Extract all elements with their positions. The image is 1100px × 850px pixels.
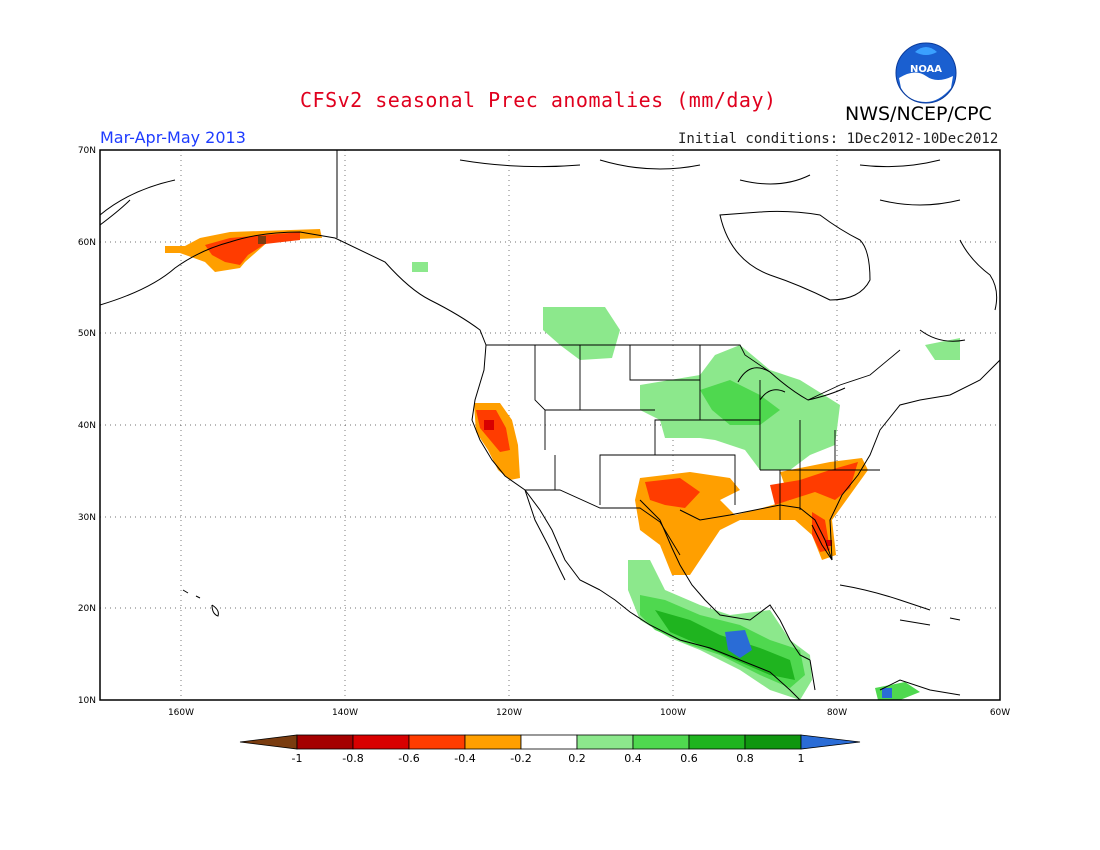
anomaly-patch — [258, 236, 266, 244]
anomaly-patch — [770, 462, 858, 505]
anomaly-patch — [925, 338, 960, 360]
colorbar-bin — [744, 734, 802, 750]
anomaly-patch — [645, 478, 700, 508]
colorbar-lt-neg1 — [239, 734, 298, 750]
colorbar-label: 0.2 — [568, 752, 586, 765]
lat-label: 60N — [78, 238, 96, 248]
lat-label: 50N — [78, 329, 96, 339]
colorbar-label: -1 — [292, 752, 303, 765]
agency-label: NWS/NCEP/CPC — [845, 103, 992, 125]
lon-label: 60W — [990, 708, 1010, 718]
map-frame — [99, 149, 1001, 701]
lat-label: 10N — [78, 696, 96, 706]
colorbar-label: -0.8 — [342, 752, 363, 765]
colorbar-label: -0.2 — [510, 752, 531, 765]
lon-label: 140W — [332, 708, 358, 718]
anomaly-patches — [165, 229, 960, 700]
colorbar-bin — [352, 734, 410, 750]
lon-label: 80W — [827, 708, 847, 718]
colorbar — [239, 734, 861, 750]
anomaly-patch — [412, 262, 428, 272]
initial-conditions-label: Initial conditions: 1Dec2012-10Dec2012 — [678, 131, 999, 147]
colorbar-bin — [576, 734, 634, 750]
colorbar-label: 1 — [798, 752, 805, 765]
lat-label: 70N — [78, 146, 96, 156]
anomaly-patch — [484, 420, 494, 430]
lon-label: 160W — [168, 708, 194, 718]
colorbar-bin — [408, 734, 466, 750]
lat-label: 40N — [78, 421, 96, 431]
coastlines — [100, 150, 1000, 700]
colorbar-bin — [520, 734, 578, 750]
colorbar-bin — [632, 734, 690, 750]
lon-label: 100W — [660, 708, 686, 718]
political-borders — [486, 344, 901, 556]
colorbar-bin — [296, 734, 354, 750]
lat-label: 30N — [78, 513, 96, 523]
colorbar-label: 0.8 — [736, 752, 754, 765]
lon-label: 120W — [496, 708, 522, 718]
chart-title: CFSv2 seasonal Prec anomalies (mm/day) — [300, 88, 777, 112]
colorbar-bin — [688, 734, 746, 750]
anomaly-patch — [655, 610, 795, 680]
anomaly-patch — [543, 307, 620, 360]
colorbar-label: 0.6 — [680, 752, 698, 765]
noaa-logo-text: NOAA — [910, 64, 942, 75]
colorbar-bin — [464, 734, 522, 750]
colorbar-label: -0.4 — [454, 752, 475, 765]
anomaly-patch — [725, 630, 752, 658]
colorbar-gt-1 — [800, 734, 861, 750]
anomaly-patch — [826, 540, 832, 546]
noaa-logo: NOAA — [895, 42, 957, 104]
anomaly-patch — [205, 232, 300, 265]
anomaly-patch — [882, 688, 892, 698]
colorbar-label: 0.4 — [624, 752, 642, 765]
season-label: Mar-Apr-May 2013 — [100, 128, 246, 147]
lat-label: 20N — [78, 604, 96, 614]
colorbar-label: -0.6 — [398, 752, 419, 765]
